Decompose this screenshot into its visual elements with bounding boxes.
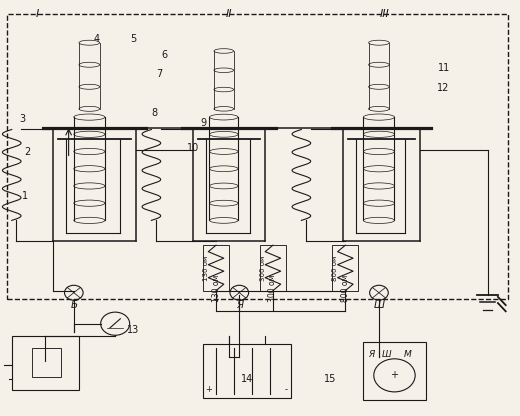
Text: 14: 14 [241, 374, 253, 384]
Text: 10: 10 [187, 143, 199, 153]
Text: М: М [404, 350, 411, 359]
Bar [203, 245, 229, 291]
Text: Б: Б [70, 300, 77, 310]
Text: 4: 4 [94, 34, 100, 44]
Text: 3: 3 [19, 114, 25, 124]
Text: 11: 11 [437, 62, 450, 72]
Text: 1: 1 [22, 191, 28, 201]
Text: 2: 2 [24, 147, 30, 157]
Text: 7: 7 [156, 69, 162, 79]
Text: 15: 15 [323, 374, 336, 384]
Text: 12: 12 [437, 83, 450, 93]
Text: III: III [379, 9, 389, 19]
Text: 6: 6 [161, 50, 167, 60]
Text: Ш: Ш [373, 300, 384, 310]
Text: Я: Я [236, 300, 243, 310]
Bar [12, 336, 79, 390]
Text: +: + [205, 385, 212, 394]
Bar [260, 245, 286, 291]
Text: Я: Я [368, 350, 374, 359]
Text: 300 ом: 300 ом [259, 255, 266, 280]
Text: 130 ом: 130 ом [203, 255, 209, 280]
Text: Ш: Ш [382, 350, 392, 359]
Bar [203, 344, 291, 398]
Bar [32, 349, 61, 377]
Text: II: II [226, 9, 232, 19]
Text: 8: 8 [151, 108, 157, 118]
Text: +: + [391, 370, 398, 380]
Text: 13: 13 [127, 325, 139, 335]
Text: 800 ом: 800 ом [332, 255, 338, 280]
Bar [332, 245, 358, 291]
Text: 5: 5 [130, 34, 136, 44]
Text: 9: 9 [200, 118, 206, 128]
Text: 800 ом: 800 ом [341, 275, 350, 302]
Text: -: - [284, 385, 288, 394]
Text: 130 ом: 130 ом [212, 275, 220, 302]
Text: 300 ом: 300 ом [268, 275, 278, 302]
Bar [363, 342, 425, 400]
Text: I: I [36, 9, 39, 19]
